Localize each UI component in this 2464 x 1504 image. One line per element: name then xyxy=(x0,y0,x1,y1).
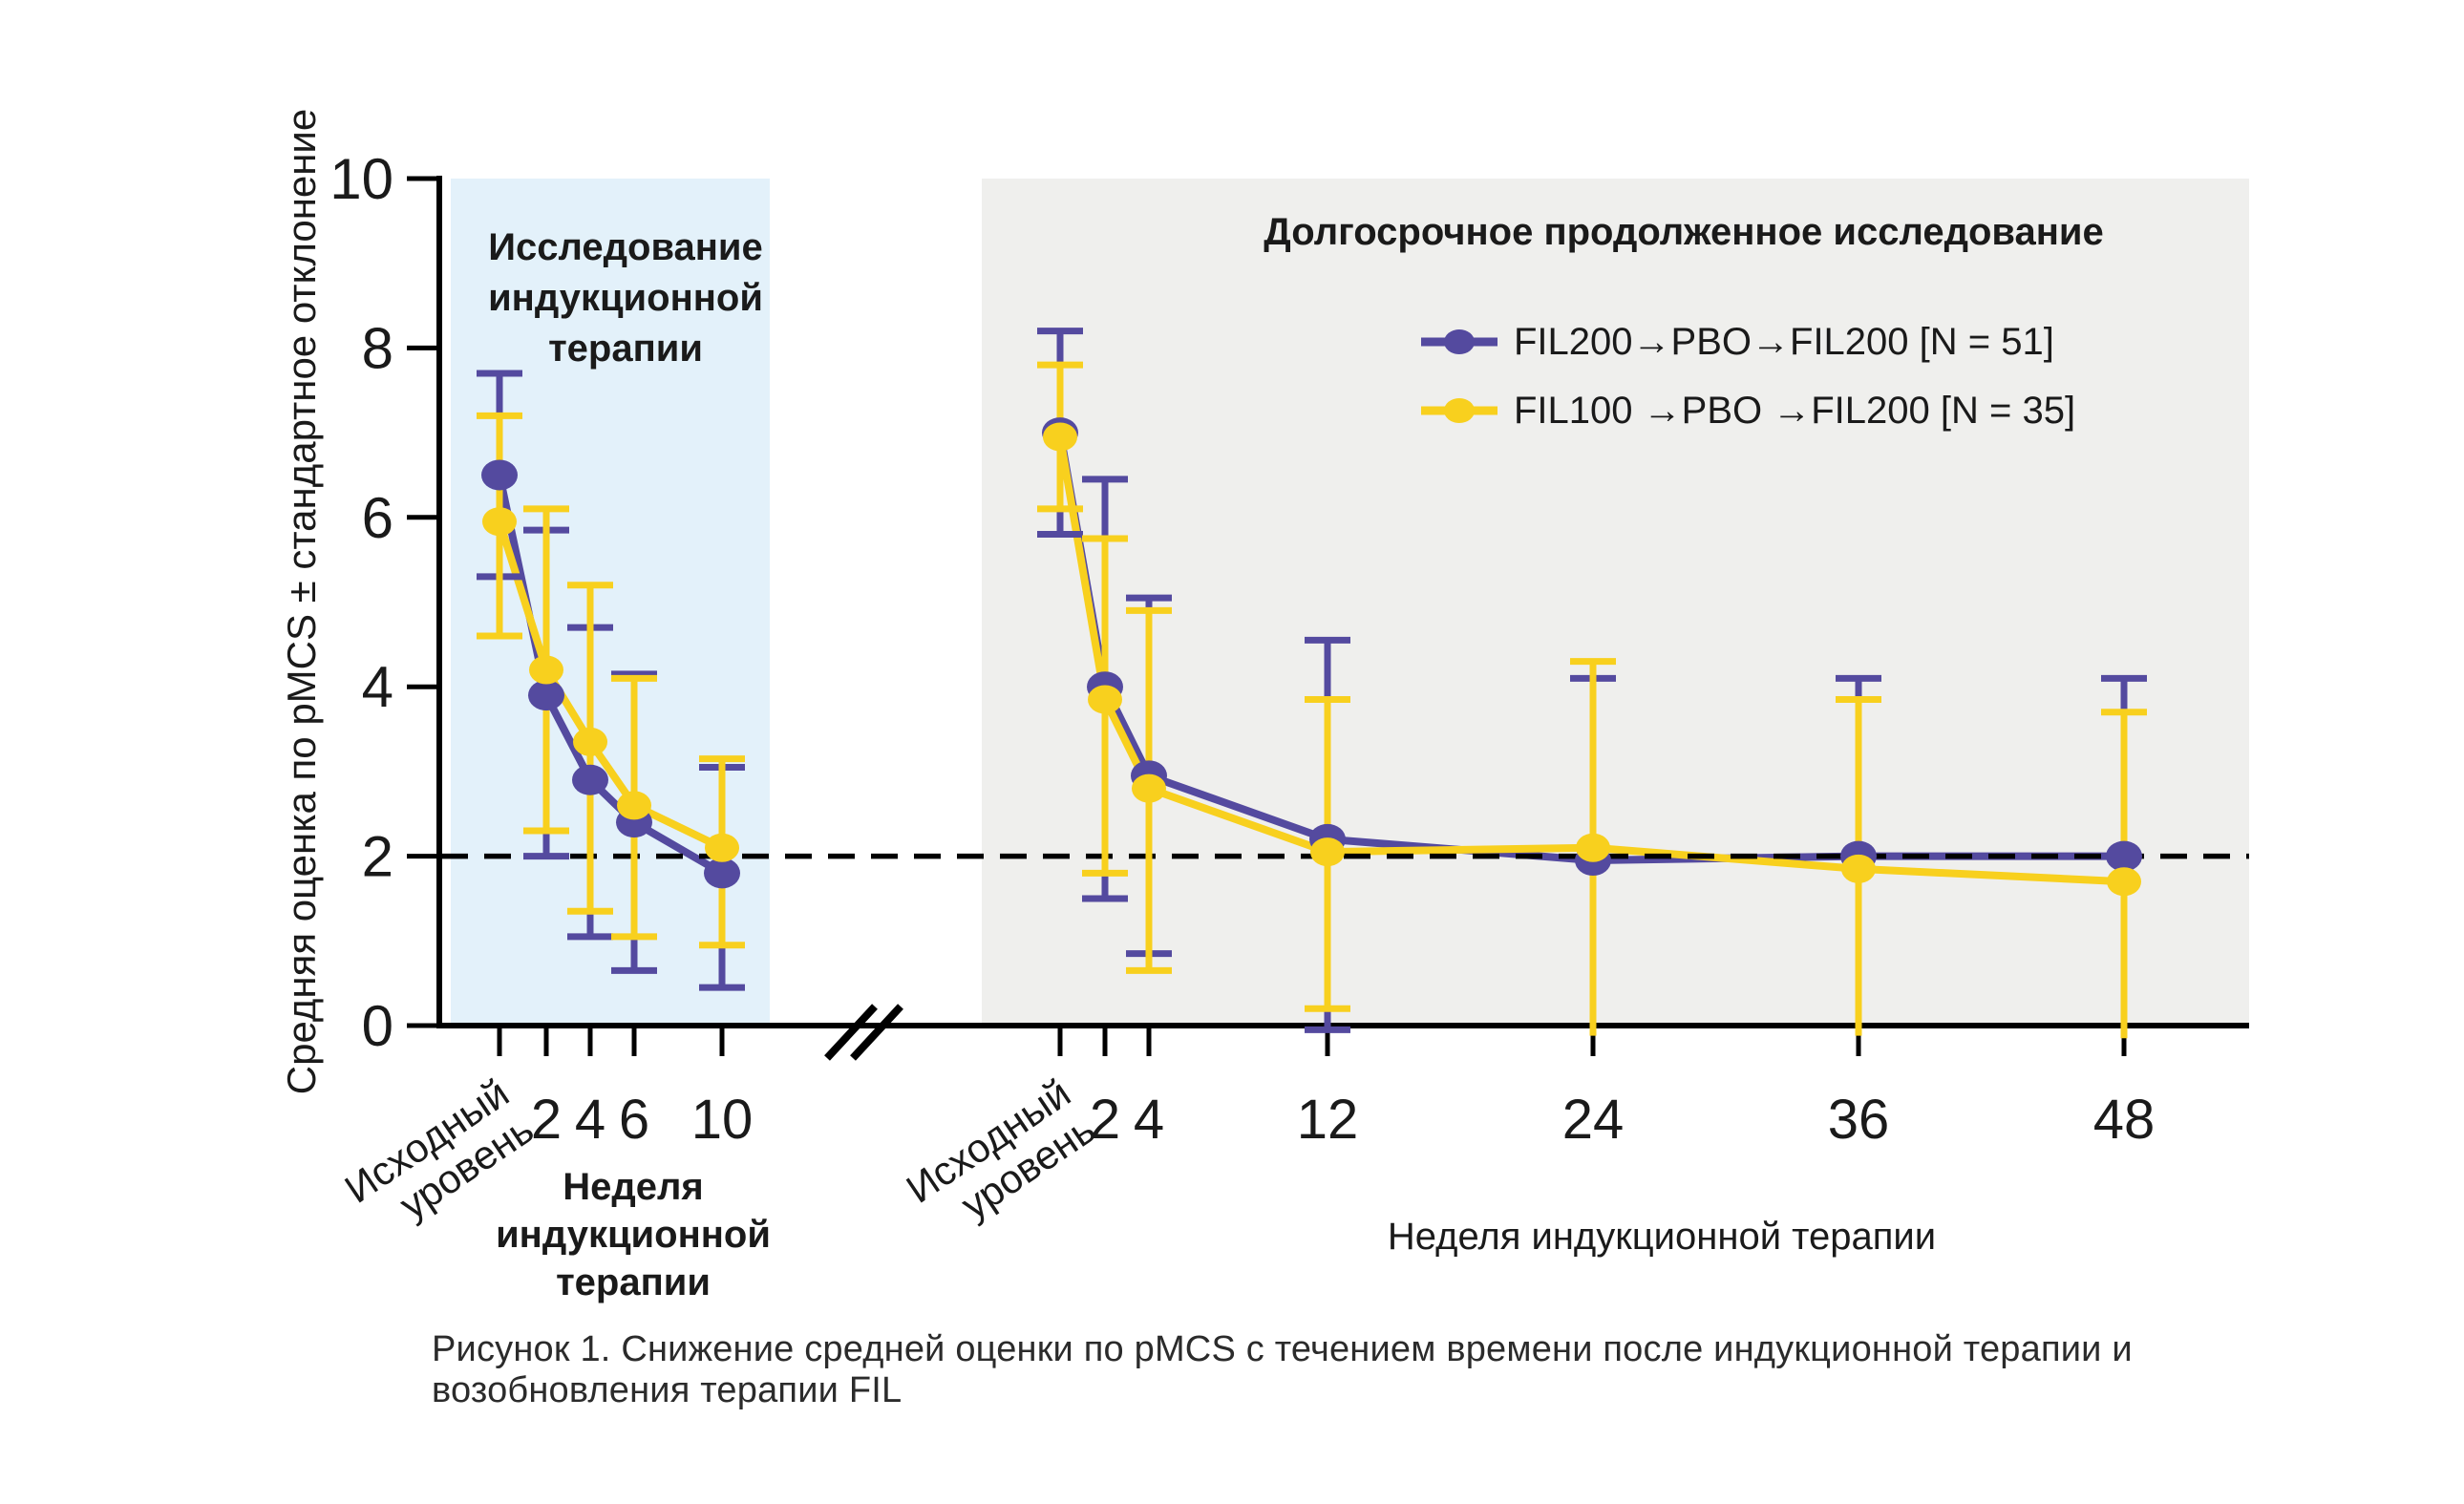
x-axis-title-induction-study: Неделя xyxy=(563,1166,704,1208)
y-tick-label: 8 xyxy=(362,316,393,380)
data-point-yellow-induction-study-10 xyxy=(705,833,739,862)
x-tick-label: 2 xyxy=(1090,1089,1120,1151)
y-tick-label: 10 xyxy=(329,147,393,211)
data-point-yellow-long-term-extension-study-36 xyxy=(1841,854,1876,883)
x-tick-label: 36 xyxy=(1828,1089,1890,1151)
x-axis-title-induction-study: терапии xyxy=(556,1261,711,1303)
data-point-yellow-long-term-extension-study-2 xyxy=(1088,685,1122,714)
legend-marker-yellow xyxy=(1444,398,1475,423)
legend-label-yellow: FIL100 →PBO →FIL200 [N = 35] xyxy=(1514,390,2075,432)
x-tick-label: 24 xyxy=(1562,1089,1625,1151)
data-point-yellow-induction-study-2 xyxy=(529,655,563,685)
data-point-purple-induction-study-2 xyxy=(528,680,564,711)
data-point-yellow-long-term-extension-study-24 xyxy=(1576,833,1610,862)
data-point-yellow-long-term-extension-study-Исходный уровень xyxy=(1043,422,1077,452)
axis-break-slash xyxy=(824,1004,878,1061)
y-tick-label: 2 xyxy=(362,825,393,889)
data-point-yellow-induction-study-Исходный уровень xyxy=(482,507,517,537)
y-tick-label: 4 xyxy=(362,655,393,719)
legend-marker-purple xyxy=(1444,329,1475,354)
legend-label-purple: FIL200→PBO→FIL200 [N = 51] xyxy=(1514,321,2054,363)
data-point-yellow-long-term-extension-study-48 xyxy=(2107,867,2141,897)
data-point-yellow-long-term-extension-study-4 xyxy=(1132,773,1166,803)
x-tick-label: 48 xyxy=(2093,1089,2156,1151)
data-point-purple-induction-study-Исходный уровень xyxy=(481,459,518,491)
x-axis-title-induction-study: индукционной xyxy=(496,1214,771,1256)
data-point-purple-long-term-extension-study-48 xyxy=(2106,840,2142,872)
data-point-yellow-induction-study-4 xyxy=(573,727,607,756)
x-tick-label: 4 xyxy=(1134,1089,1164,1151)
legend: FIL200→PBO→FIL200 [N = 51] FIL100 →PBO →F… xyxy=(1421,321,2075,432)
y-axis-title: Средняя оценка по pMCS ± стандартное отк… xyxy=(279,109,324,1095)
data-point-yellow-induction-study-6 xyxy=(617,791,651,820)
y-tick-label: 6 xyxy=(362,486,393,550)
panel-title-induction-study: терапии xyxy=(548,328,703,370)
axis-break-slash xyxy=(850,1004,903,1061)
data-point-yellow-long-term-extension-study-12 xyxy=(1310,837,1345,867)
x-tick-label: 4 xyxy=(575,1089,605,1151)
panel-title-induction-study: индукционной xyxy=(488,277,763,319)
panel-title-induction-study: Исследование xyxy=(488,226,763,268)
panel-title-long-term-extension-study: Долгосрочное продолженное исследование xyxy=(1264,211,2103,253)
data-point-purple-induction-study-4 xyxy=(572,764,608,795)
panel-bg-long-term-extension-study xyxy=(982,179,2249,1026)
figure-caption: Рисунок 1. Снижение средней оценки по pM… xyxy=(432,1329,2133,1410)
x-tick-label: 12 xyxy=(1297,1089,1359,1151)
y-tick-label: 0 xyxy=(362,994,393,1058)
x-tick-label: 6 xyxy=(619,1089,649,1151)
x-axis-title-long-term-extension-study: Неделя индукционной терапии xyxy=(1388,1216,1936,1258)
data-point-purple-induction-study-10 xyxy=(704,858,740,889)
x-tick-label: 10 xyxy=(691,1089,754,1151)
x-tick-label: 2 xyxy=(531,1089,562,1151)
